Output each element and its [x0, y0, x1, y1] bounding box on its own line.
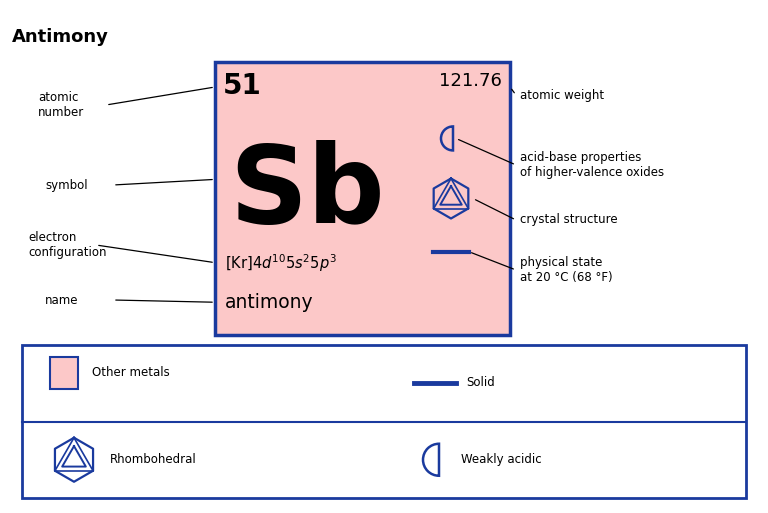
Text: acid-base properties
of higher-valence oxides: acid-base properties of higher-valence o… — [520, 151, 664, 179]
Text: Rhombohedral: Rhombohedral — [110, 453, 197, 466]
Text: Solid: Solid — [466, 377, 495, 389]
Text: atomic weight: atomic weight — [520, 89, 604, 102]
Text: 51: 51 — [223, 72, 262, 100]
Text: Weakly acidic: Weakly acidic — [461, 453, 541, 466]
Text: physical state
at 20 °C (68 °F): physical state at 20 °C (68 °F) — [520, 256, 613, 284]
Bar — [22, 345, 746, 498]
Text: electron
configuration: electron configuration — [28, 231, 107, 259]
Text: crystal structure: crystal structure — [520, 213, 617, 227]
Text: Other metals: Other metals — [92, 366, 170, 380]
Text: name: name — [45, 293, 78, 306]
Text: symbol: symbol — [45, 179, 88, 191]
Text: antimony: antimony — [225, 293, 313, 312]
Text: $\mathrm{[Kr]4}d^{10}\mathrm{5}s^{2}\mathrm{5}p^{3}$: $\mathrm{[Kr]4}d^{10}\mathrm{5}s^{2}\mat… — [225, 252, 337, 273]
Text: 121.76: 121.76 — [439, 72, 502, 90]
Text: Antimony: Antimony — [12, 28, 109, 46]
Bar — [215, 62, 510, 335]
Text: atomic
number: atomic number — [38, 91, 84, 119]
Bar — [50, 357, 78, 389]
Text: Sb: Sb — [229, 140, 385, 246]
